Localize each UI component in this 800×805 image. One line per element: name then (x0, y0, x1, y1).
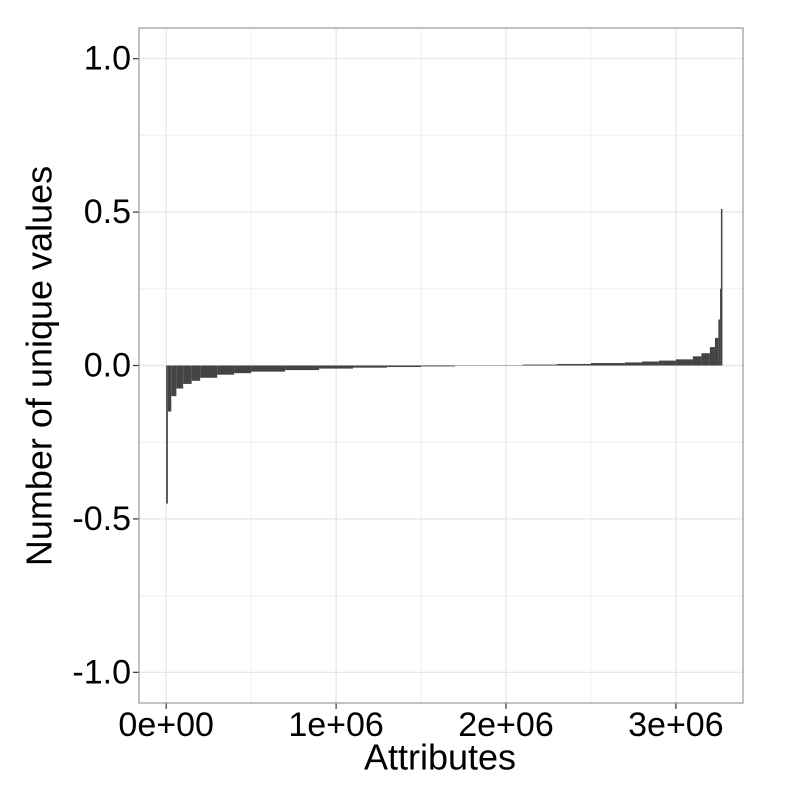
bar (176, 366, 183, 389)
bar (217, 366, 234, 375)
bar (166, 366, 168, 504)
x-tick-label: 0e+00 (118, 706, 214, 744)
bar (171, 366, 176, 397)
bar (718, 319, 720, 365)
bar (523, 365, 557, 366)
bar (557, 364, 591, 366)
bar (200, 366, 217, 378)
bar (625, 362, 642, 365)
x-tick-label: 1e+06 (288, 706, 384, 744)
y-tick-label: 0.0 (84, 346, 131, 384)
y-tick-label: -1.0 (72, 653, 131, 691)
y-tick-label: 1.0 (84, 40, 131, 78)
x-tick-label: 2e+06 (458, 706, 554, 744)
bar (659, 361, 676, 366)
bar (710, 347, 715, 365)
bar (715, 338, 718, 366)
bar (693, 356, 701, 365)
bar (353, 366, 387, 368)
bar (387, 366, 421, 368)
bar (591, 363, 625, 365)
y-tick-label: -0.5 (72, 500, 131, 538)
x-tick-label: 3e+06 (628, 706, 724, 744)
bar (701, 353, 709, 365)
y-axis-title: Number of unique values (19, 166, 60, 566)
bar (192, 366, 200, 381)
bar (285, 366, 319, 371)
bar (183, 366, 191, 384)
bar (234, 366, 251, 374)
bar (642, 362, 659, 366)
bar (168, 366, 171, 412)
bar (319, 366, 353, 369)
y-tick-label: 0.5 (84, 193, 131, 231)
bar (251, 366, 285, 372)
bar (676, 359, 693, 365)
bar (721, 209, 723, 365)
bar (421, 366, 455, 367)
